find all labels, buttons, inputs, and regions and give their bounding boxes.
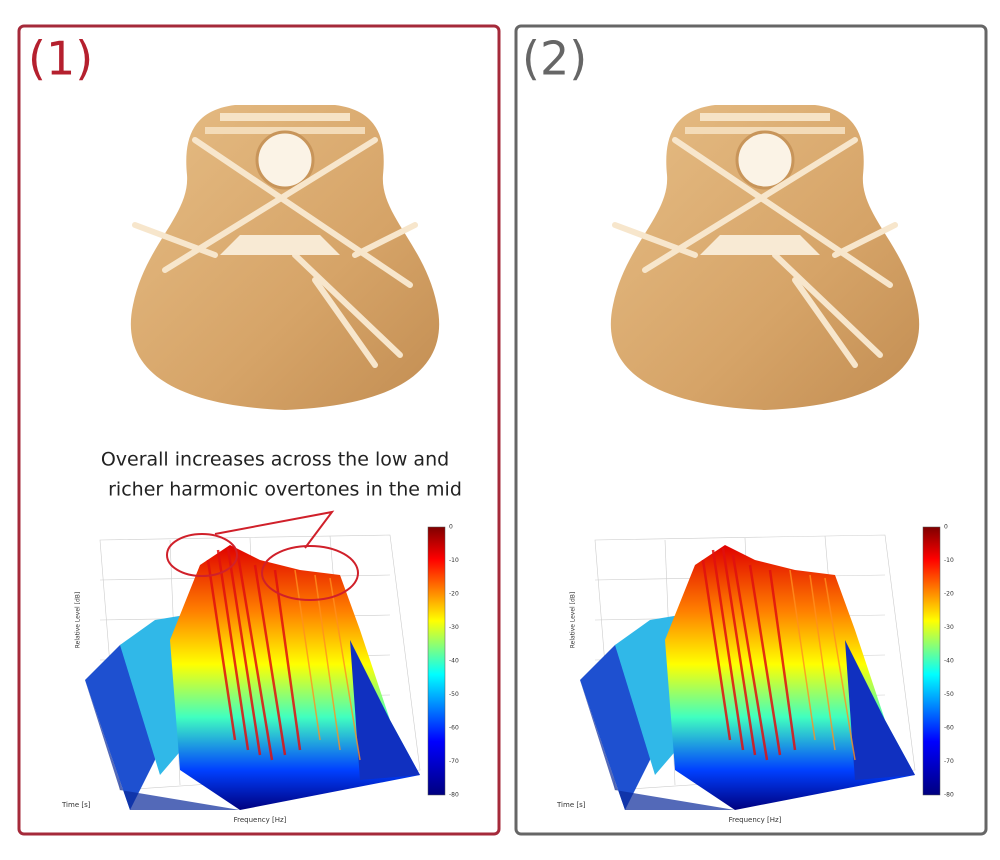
colorbar-tick-label: 0 bbox=[449, 524, 453, 531]
x-axis-label: Frequency [Hz] bbox=[234, 816, 287, 824]
panel-border bbox=[514, 24, 988, 836]
x-axis-label: Frequency [Hz] bbox=[729, 816, 782, 824]
guitar-top-image bbox=[131, 105, 439, 410]
colorbar-tick-label: -80 bbox=[944, 792, 954, 799]
colorbar-tick-label: -50 bbox=[944, 691, 954, 698]
colorbar-tick-label: 0 bbox=[944, 524, 948, 531]
colorbar-tick-label: -10 bbox=[944, 557, 954, 564]
y-axis-label: Relative Level [dB] bbox=[570, 592, 577, 648]
colorbar-tick-label: -80 bbox=[449, 792, 459, 799]
colorbar-tick-label: -70 bbox=[944, 758, 954, 765]
panel-label: (1) bbox=[28, 32, 93, 86]
time-label: Time [s] bbox=[556, 801, 586, 809]
annotation: Overall increases across the low and bbox=[101, 449, 449, 471]
time-label: Time [s] bbox=[61, 801, 91, 809]
colorbar-tick-label: -20 bbox=[449, 591, 459, 598]
waterfall-plot bbox=[83, 525, 447, 812]
colorbar-tick-label: -40 bbox=[944, 658, 954, 665]
highlight bbox=[166, 510, 359, 601]
guitar-top-image bbox=[611, 105, 919, 410]
panel-label: (2) bbox=[522, 32, 587, 86]
colorbar-tick-label: -70 bbox=[449, 758, 459, 765]
colorbar-tick-label: -30 bbox=[449, 624, 459, 631]
colorbar-tick-label: -60 bbox=[449, 725, 459, 732]
annotation: richer harmonic overtones in the mid bbox=[108, 479, 462, 501]
waterfall-plot bbox=[578, 525, 942, 812]
colorbar-tick-label: -20 bbox=[944, 591, 954, 598]
colorbar-tick-label: -40 bbox=[449, 658, 459, 665]
colorbar-tick-label: -30 bbox=[944, 624, 954, 631]
panel-border bbox=[17, 24, 501, 836]
y-axis-label: Relative Level [dB] bbox=[75, 592, 82, 648]
colorbar-tick-label: -60 bbox=[944, 725, 954, 732]
colorbar-tick-label: -50 bbox=[449, 691, 459, 698]
colorbar-tick-label: -10 bbox=[449, 557, 459, 564]
